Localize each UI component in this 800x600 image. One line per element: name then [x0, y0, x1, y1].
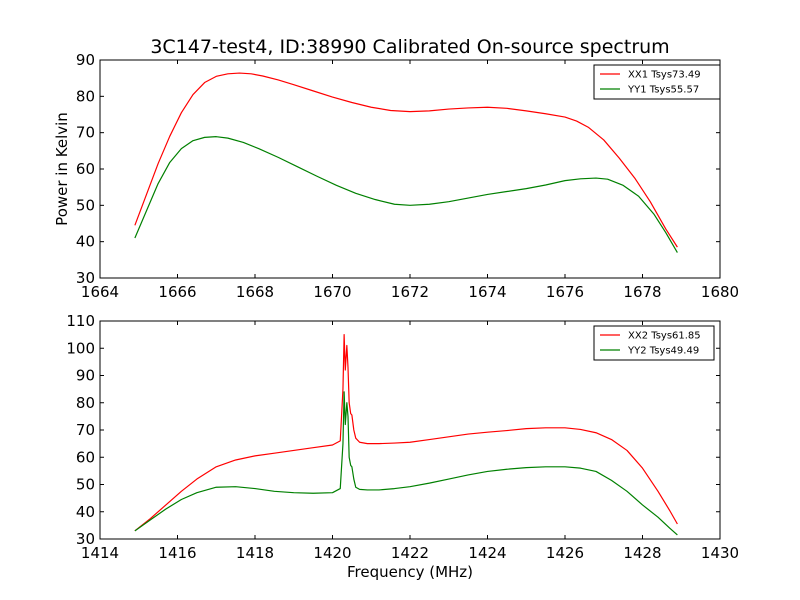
x-tick-label: 1664	[81, 283, 119, 301]
x-tick-label: 1674	[468, 283, 506, 301]
y-tick-label: 100	[66, 339, 95, 357]
x-tick-label: 1666	[158, 283, 196, 301]
y-tick-label: 50	[76, 196, 95, 214]
y-tick-label: 70	[76, 421, 95, 439]
y-tick-label: 60	[76, 160, 95, 178]
y-tick-label: 40	[76, 503, 95, 521]
y-tick-label: 90	[76, 51, 95, 69]
legend: XX2 Tsys61.85 YY2 Tsys49.49	[593, 325, 715, 361]
x-tick-label: 1414	[81, 544, 119, 562]
y-tick-label: 40	[76, 233, 95, 251]
x-tick-label: 1428	[623, 544, 661, 562]
y-tick-label: 80	[76, 87, 95, 105]
x-tick-label: 1426	[546, 544, 584, 562]
x-tick-label: 1672	[391, 283, 429, 301]
legend-entry-label: YY2 Tsys49.49	[627, 346, 699, 357]
legend-box	[593, 325, 715, 361]
x-tick-label: 1678	[623, 283, 661, 301]
x-tick-label: 1430	[701, 544, 739, 562]
x-tick-label: 1422	[391, 544, 429, 562]
series-line-2	[134, 136, 678, 253]
series-line-1	[134, 334, 678, 532]
y-axis-label: Power in Kelvin	[53, 112, 71, 226]
x-tick-label: 1424	[468, 544, 506, 562]
bottom-subplot: 1414 1416 1418 1420 1422 1424 1426 1428 1430 30 40…	[66, 312, 739, 581]
y-tick-label: 30	[76, 269, 95, 287]
top-subplot: 1664 1666 1668 1670 1672 1674 1676 1678 1680 30 40…	[53, 51, 739, 301]
y-tick-label: 80	[76, 394, 95, 412]
x-tick-label: 1416	[158, 544, 196, 562]
y-tick-label: 30	[76, 530, 95, 548]
x-tick-label: 1420	[313, 544, 351, 562]
legend-entry-label: XX1 Tsys73.49	[628, 70, 701, 81]
x-tick-label: 1680	[701, 283, 739, 301]
legend-box	[593, 64, 721, 100]
legend-entry-label: YY1 Tsys55.57	[627, 85, 699, 96]
y-tick-label: 90	[76, 367, 95, 385]
x-axis-label: Frequency (MHz)	[347, 563, 473, 581]
y-tick-label: 60	[76, 448, 95, 466]
y-tick-label: 50	[76, 476, 95, 494]
series-line-1	[134, 72, 678, 248]
series-line-2	[134, 391, 678, 536]
x-tick-label: 1418	[236, 544, 274, 562]
x-tick-label: 1668	[236, 283, 274, 301]
figure-title: 3C147-test4, ID:38990 Calibrated On-sour…	[150, 36, 669, 58]
legend-entry-label: XX2 Tsys61.85	[628, 331, 701, 342]
x-tick-label: 1676	[546, 283, 584, 301]
legend: XX1 Tsys73.49 YY1 Tsys55.57	[593, 64, 721, 100]
y-tick-label: 70	[76, 124, 95, 142]
y-tick-label: 110	[66, 312, 95, 330]
x-tick-label: 1670	[313, 283, 351, 301]
